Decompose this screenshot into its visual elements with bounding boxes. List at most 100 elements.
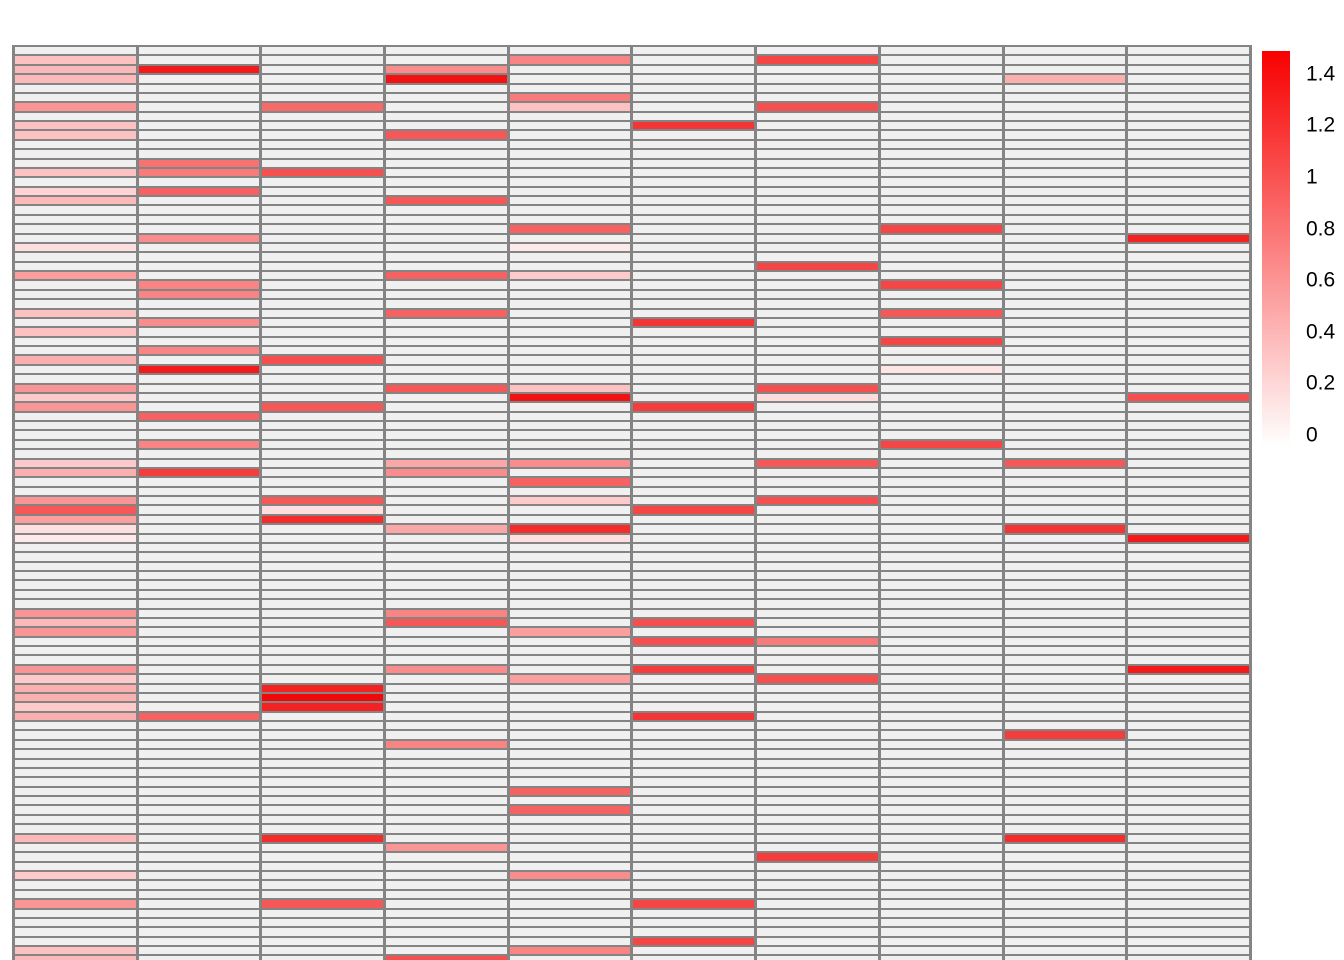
heatmap-cell: [386, 947, 510, 957]
heatmap-cell: [1128, 422, 1252, 432]
heatmap-cell: [386, 600, 510, 610]
heatmap-cell: [633, 468, 758, 479]
heatmap-cell: [15, 365, 139, 376]
heatmap-cell: [880, 759, 1005, 769]
heatmap-cell: [262, 365, 387, 376]
heatmap-cell: [138, 412, 263, 422]
heatmap-cell: [262, 890, 387, 901]
heatmap-cell: [1004, 956, 1129, 960]
heatmap-cell: [633, 422, 758, 432]
heatmap-cell: [509, 393, 634, 404]
heatmap-cell: [1128, 684, 1252, 694]
heatmap-cell: [757, 347, 881, 357]
heatmap-cell: [15, 84, 139, 94]
heatmap-cell: [138, 300, 263, 310]
heatmap-cell: [138, 393, 263, 404]
heatmap-cell: [757, 84, 881, 94]
heatmap-cell: [15, 590, 139, 601]
heatmap-cell: [1004, 422, 1129, 432]
legend-gradient-bar: [1262, 51, 1290, 446]
heatmap-cell: [509, 290, 634, 301]
heatmap-cell: [15, 825, 139, 835]
heatmap-cell: [509, 506, 634, 516]
heatmap-cell: [138, 450, 263, 460]
heatmap-cell: [509, 909, 634, 919]
heatmap-cell: [386, 93, 510, 104]
heatmap-cell: [1004, 862, 1129, 872]
heatmap-cell: [757, 478, 881, 488]
heatmap-cell: [138, 318, 263, 329]
heatmap-cell: [138, 215, 263, 226]
heatmap-cell: [262, 93, 387, 104]
heatmap-cell: [15, 440, 139, 451]
heatmap-cell: [1128, 290, 1252, 301]
heatmap-cell: [633, 843, 758, 854]
heatmap-cell: [1128, 890, 1252, 901]
heatmap-cell: [509, 309, 634, 319]
heatmap-cell: [509, 215, 634, 226]
heatmap-cell: [1128, 309, 1252, 319]
heatmap-cell: [509, 281, 634, 291]
heatmap-cell: [757, 393, 881, 404]
heatmap-cell: [880, 872, 1005, 882]
heatmap-cell: [15, 853, 139, 863]
heatmap-cell: [138, 956, 263, 960]
heatmap-cell: [757, 956, 881, 960]
heatmap-cell: [509, 515, 634, 526]
heatmap-cell: [509, 815, 634, 826]
heatmap-cell: [262, 234, 387, 244]
heatmap-cell: [138, 787, 263, 797]
heatmap-cell: [1004, 234, 1129, 244]
heatmap-cell: [1004, 637, 1129, 647]
heatmap-cell: [1004, 768, 1129, 779]
heatmap-cell: [138, 84, 263, 94]
heatmap-cell: [386, 928, 510, 938]
heatmap-cell: [757, 103, 881, 113]
heatmap-cell: [757, 806, 881, 816]
heatmap-cell: [757, 628, 881, 638]
heatmap-cell: [757, 534, 881, 544]
heatmap-cell: [386, 234, 510, 244]
heatmap-cell: [1128, 478, 1252, 488]
heatmap-cell: [509, 703, 634, 713]
heatmap-cell: [1128, 412, 1252, 422]
heatmap-cell: [509, 487, 634, 497]
heatmap-cell: [1128, 328, 1252, 338]
heatmap-cell: [138, 337, 263, 347]
heatmap-cell: [509, 347, 634, 357]
heatmap-cell: [262, 581, 387, 591]
heatmap-cell: [15, 337, 139, 347]
heatmap-cell: [262, 600, 387, 610]
heatmap-cell: [1128, 665, 1252, 676]
heatmap-cell: [386, 468, 510, 479]
heatmap-cell: [633, 862, 758, 872]
heatmap-cell: [633, 712, 758, 722]
heatmap-cell: [138, 65, 263, 76]
heatmap-cell: [880, 468, 1005, 479]
heatmap-cell: [386, 853, 510, 863]
heatmap-cell: [1128, 618, 1252, 629]
heatmap-cell: [386, 356, 510, 366]
heatmap-cell: [757, 290, 881, 301]
heatmap-cell: [757, 928, 881, 938]
heatmap-cell: [15, 506, 139, 516]
heatmap-cell: [15, 722, 139, 732]
heatmap-cell: [15, 675, 139, 685]
heatmap-cell: [633, 103, 758, 113]
heatmap-cell: [880, 403, 1005, 413]
heatmap-cell: [262, 778, 387, 788]
heatmap-cell: [880, 384, 1005, 394]
heatmap-cell: [509, 272, 634, 282]
heatmap-cell: [262, 347, 387, 357]
heatmap-cell: [880, 562, 1005, 572]
heatmap-cell: [633, 684, 758, 694]
heatmap-cell: [509, 768, 634, 779]
heatmap-cell: [633, 768, 758, 779]
heatmap-cell: [1128, 459, 1252, 469]
heatmap-cell: [262, 872, 387, 882]
heatmap-cell: [880, 618, 1005, 629]
heatmap-cell: [633, 637, 758, 647]
heatmap-cell: [262, 468, 387, 479]
heatmap-cell: [1128, 881, 1252, 891]
heatmap-cell: [1004, 590, 1129, 601]
